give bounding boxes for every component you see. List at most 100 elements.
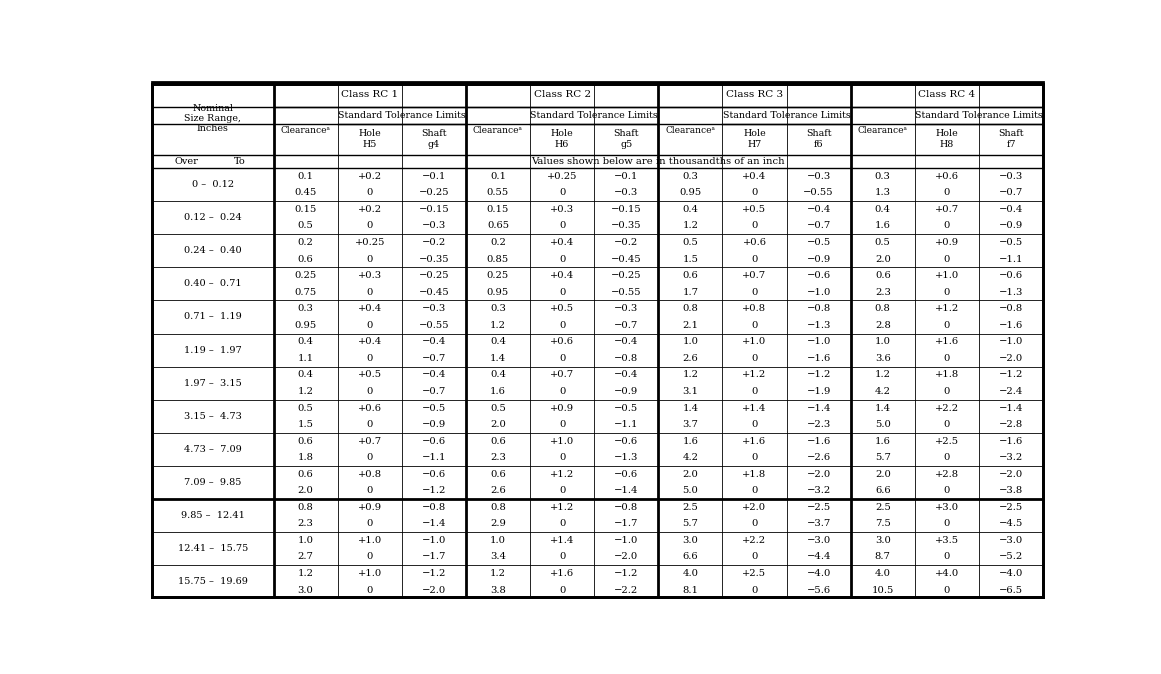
Text: −0.35: −0.35 <box>419 255 449 264</box>
Text: 0.4: 0.4 <box>490 371 506 379</box>
Text: +1.2: +1.2 <box>550 470 575 479</box>
Text: −0.4: −0.4 <box>614 337 639 346</box>
Text: +0.3: +0.3 <box>550 205 575 214</box>
Text: +1.0: +1.0 <box>358 569 382 578</box>
Text: 0.8: 0.8 <box>490 503 506 512</box>
Text: −1.4: −1.4 <box>998 404 1023 412</box>
Text: 0.6: 0.6 <box>683 271 698 280</box>
Text: 1.6: 1.6 <box>490 387 506 396</box>
Text: −0.5: −0.5 <box>807 238 831 247</box>
Text: −2.6: −2.6 <box>807 453 831 462</box>
Text: +0.7: +0.7 <box>550 371 575 379</box>
Text: 1.2: 1.2 <box>683 371 699 379</box>
Text: −5.6: −5.6 <box>807 586 831 594</box>
Text: 1.2: 1.2 <box>683 222 699 231</box>
Text: +2.5: +2.5 <box>935 437 959 446</box>
Text: −2.0: −2.0 <box>998 354 1023 363</box>
Text: 0: 0 <box>751 553 758 561</box>
Text: −1.7: −1.7 <box>421 553 446 561</box>
Text: +0.4: +0.4 <box>742 172 766 181</box>
Text: 0.95: 0.95 <box>295 321 317 330</box>
Text: 0.6: 0.6 <box>297 470 313 479</box>
Text: 1.4: 1.4 <box>874 404 890 412</box>
Text: 0: 0 <box>558 354 565 363</box>
Text: 3.15 –  4.73: 3.15 – 4.73 <box>183 412 241 421</box>
Text: +0.6: +0.6 <box>935 172 959 181</box>
Text: 0: 0 <box>558 553 565 561</box>
Text: +0.7: +0.7 <box>358 437 382 446</box>
Text: 0: 0 <box>367 354 373 363</box>
Text: 0: 0 <box>944 486 950 495</box>
Text: Clearanceᵃ: Clearanceᵃ <box>665 127 715 135</box>
Text: +0.6: +0.6 <box>550 337 575 346</box>
Text: 0.15: 0.15 <box>486 205 510 214</box>
Text: Class RC 4: Class RC 4 <box>918 90 975 99</box>
Text: +0.4: +0.4 <box>550 238 575 247</box>
Text: 2.5: 2.5 <box>683 503 698 512</box>
Text: 1.1: 1.1 <box>297 354 313 363</box>
Text: 7.09 –  9.85: 7.09 – 9.85 <box>185 478 241 487</box>
Text: −1.0: −1.0 <box>807 337 831 346</box>
Text: 0.15: 0.15 <box>295 205 317 214</box>
Text: −0.9: −0.9 <box>998 222 1023 231</box>
Text: −4.0: −4.0 <box>807 569 831 578</box>
Text: 3.1: 3.1 <box>683 387 699 396</box>
Text: −0.25: −0.25 <box>419 271 449 280</box>
Text: 0.2: 0.2 <box>490 238 506 247</box>
Text: −2.2: −2.2 <box>614 586 639 594</box>
Text: 2.0: 2.0 <box>490 420 506 429</box>
Text: +0.5: +0.5 <box>742 205 766 214</box>
Text: 3.4: 3.4 <box>490 553 506 561</box>
Text: 0.95: 0.95 <box>486 288 510 297</box>
Text: 0.5: 0.5 <box>875 238 890 247</box>
Text: −1.2: −1.2 <box>998 371 1023 379</box>
Text: Shaft
f7: Shaft f7 <box>998 129 1024 149</box>
Text: −1.2: −1.2 <box>421 569 446 578</box>
Text: 0: 0 <box>944 321 950 330</box>
Text: −3.2: −3.2 <box>998 453 1023 462</box>
Text: +0.9: +0.9 <box>935 238 959 247</box>
Text: −0.7: −0.7 <box>998 189 1023 197</box>
Text: −1.2: −1.2 <box>614 569 639 578</box>
Text: −0.4: −0.4 <box>421 371 446 379</box>
Text: 3.0: 3.0 <box>297 586 313 594</box>
Text: −0.6: −0.6 <box>998 271 1023 280</box>
Text: +3.0: +3.0 <box>935 503 959 512</box>
Text: −0.7: −0.7 <box>807 222 831 231</box>
Text: +0.4: +0.4 <box>358 337 382 346</box>
Text: −1.9: −1.9 <box>807 387 831 396</box>
Text: +1.2: +1.2 <box>935 304 959 313</box>
Text: −0.25: −0.25 <box>419 189 449 197</box>
Text: −0.5: −0.5 <box>614 404 639 412</box>
Text: 9.85 –  12.41: 9.85 – 12.41 <box>181 511 245 520</box>
Text: −4.0: −4.0 <box>998 569 1023 578</box>
Text: +0.2: +0.2 <box>358 205 382 214</box>
Text: 0.25: 0.25 <box>486 271 510 280</box>
Text: −1.3: −1.3 <box>998 288 1023 297</box>
Text: +0.2: +0.2 <box>358 172 382 181</box>
Text: 0: 0 <box>558 288 565 297</box>
Text: 0.6: 0.6 <box>490 437 506 446</box>
Text: 0: 0 <box>751 486 758 495</box>
Text: 0 –  0.12: 0 – 0.12 <box>192 180 235 189</box>
Text: 2.0: 2.0 <box>683 470 698 479</box>
Text: 3.7: 3.7 <box>683 420 698 429</box>
Text: 0.40 –  0.71: 0.40 – 0.71 <box>185 280 241 288</box>
Text: −0.9: −0.9 <box>421 420 446 429</box>
Text: +4.0: +4.0 <box>935 569 959 578</box>
Text: −0.7: −0.7 <box>421 387 446 396</box>
Text: 0: 0 <box>751 420 758 429</box>
Text: −1.3: −1.3 <box>614 453 639 462</box>
Text: −1.0: −1.0 <box>807 288 831 297</box>
Text: −5.2: −5.2 <box>998 553 1023 561</box>
Text: 0: 0 <box>367 189 373 197</box>
Text: Hole
H7: Hole H7 <box>743 129 766 149</box>
Text: 0: 0 <box>944 520 950 528</box>
Text: −0.6: −0.6 <box>614 470 639 479</box>
Text: 1.6: 1.6 <box>875 437 890 446</box>
Text: 0.3: 0.3 <box>490 304 506 313</box>
Text: −0.55: −0.55 <box>419 321 449 330</box>
Text: −1.4: −1.4 <box>614 486 639 495</box>
Text: −1.4: −1.4 <box>807 404 831 412</box>
Text: 1.8: 1.8 <box>297 453 313 462</box>
